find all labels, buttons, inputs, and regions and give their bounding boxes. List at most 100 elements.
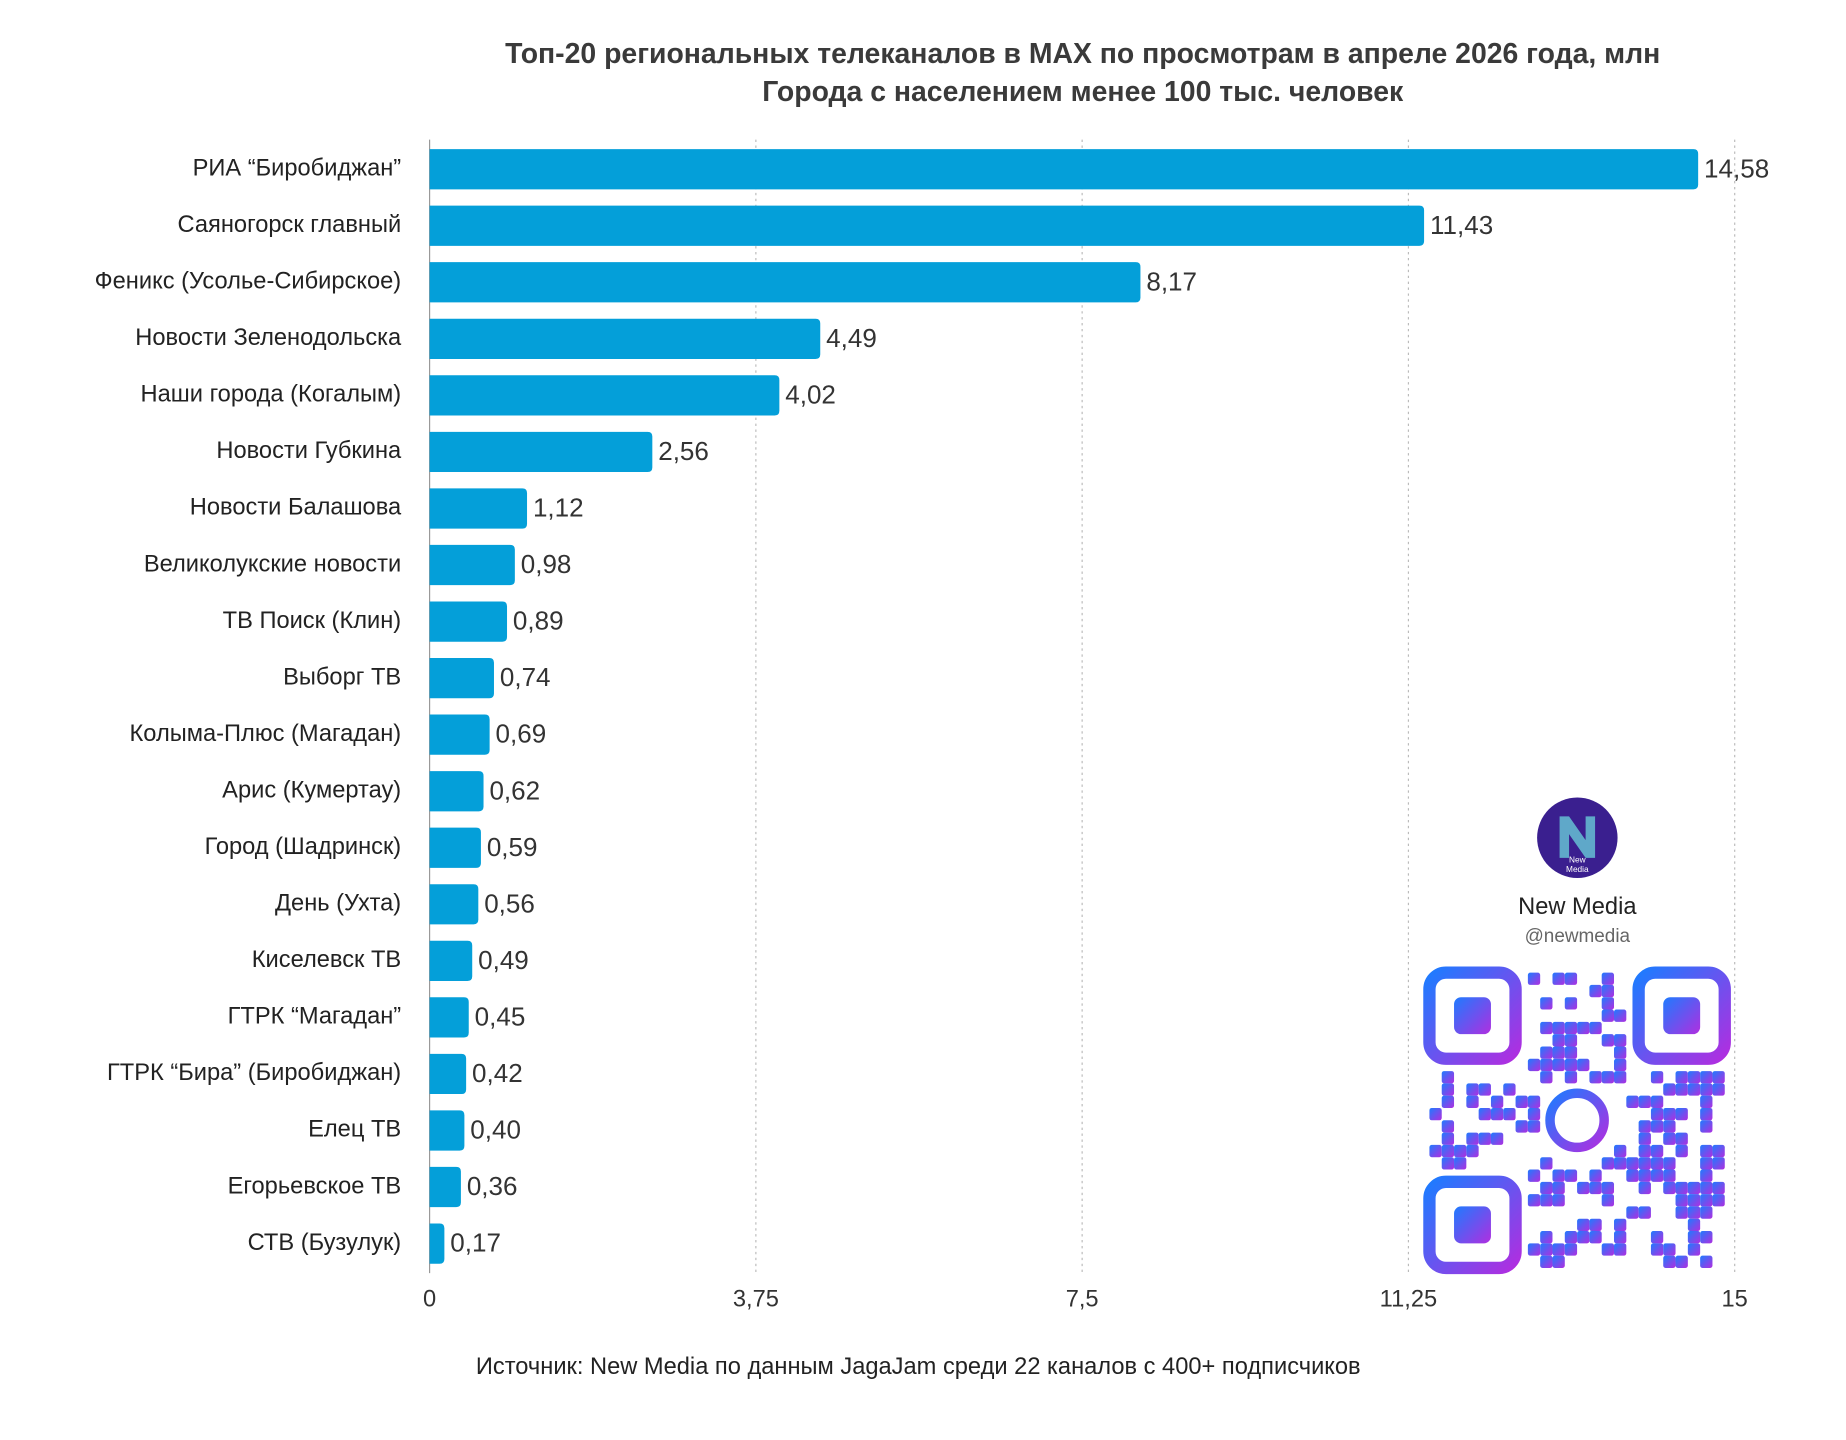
qr-module [1687,1181,1701,1195]
qr-module [1466,1144,1479,1158]
qr-module [1527,1243,1541,1256]
value-label: 0,40 [470,1115,521,1145]
qr-module [1601,1009,1615,1022]
bar [429,1223,445,1264]
value-label: 0,74 [500,662,551,692]
qr-module [1552,1034,1565,1047]
bar [429,1166,461,1208]
qr-module [1441,1083,1455,1096]
qr-module [1490,1095,1504,1108]
value-label: 0,17 [450,1228,501,1258]
qr-code [1423,966,1731,1275]
qr-module [1712,1071,1725,1084]
bar [429,827,481,868]
qr-module [1552,972,1565,985]
y-tick-label: Новости Балашова [190,495,402,521]
qr-module [1650,1120,1664,1133]
qr-module [1700,1157,1713,1170]
qr-module [1700,1095,1713,1108]
y-tick-label: Выборг ТВ [283,664,401,690]
qr-module [1675,1194,1688,1207]
qr-module [1614,1231,1627,1244]
qr-module [1675,1206,1688,1219]
qr-module [1589,1071,1602,1084]
qr-module [1675,1107,1688,1121]
qr-module [1700,1181,1713,1195]
qr-module [1650,1107,1664,1121]
qr-module [1650,1144,1664,1158]
qr-module [1700,1071,1713,1084]
qr-module [1700,1206,1713,1219]
bar [429,997,469,1038]
qr-module [1601,984,1615,998]
qr-module [1626,1157,1639,1170]
qr-module [1712,1083,1725,1096]
y-tick-label: Елец ТВ [308,1117,401,1143]
qr-module [1564,997,1578,1010]
qr-module [1638,1120,1651,1133]
qr-module [1614,1046,1627,1059]
qr-module [1527,1058,1541,1072]
bar [429,375,780,416]
qr-module [1650,1169,1664,1182]
y-tick-label: ГТРК “Бира” (Биробиджан) [107,1060,401,1086]
qr-module [1601,1243,1615,1256]
qr-module [1540,1157,1553,1170]
y-tick-label: Колыма-Плюс (Магадан) [130,721,402,747]
qr-module [1552,1255,1565,1268]
qr-module [1564,1046,1578,1059]
qr-module [1601,1034,1615,1047]
qr-module [1478,1083,1491,1096]
qr-module [1441,1095,1455,1108]
value-label: 0,59 [487,832,538,862]
y-tick-label: Арис (Кумертау) [222,777,401,803]
qr-module [1675,1071,1688,1084]
qr-module [1540,1243,1553,1256]
bar [429,884,479,925]
qr-module [1552,1021,1565,1035]
qr-module [1663,1255,1676,1268]
qr-finder [1454,997,1491,1035]
qr-module [1663,1169,1676,1182]
logo-mark [1559,816,1596,858]
value-label: 14,58 [1704,153,1769,183]
y-tick-label: РИА “Биробиджан” [193,155,402,181]
qr-module [1687,1231,1701,1244]
qr-module [1564,972,1578,985]
qr-module [1454,1157,1467,1170]
y-tick-label: Город (Шадринск) [205,834,402,860]
qr-module [1441,1071,1455,1084]
qr-module [1700,1107,1713,1121]
value-label: 8,17 [1146,266,1197,296]
logo-text: Media [1566,865,1589,874]
qr-module [1663,1132,1676,1145]
qr-module [1589,1218,1602,1232]
qr-module [1638,1157,1651,1170]
qr-module [1540,1181,1553,1195]
value-label: 0,42 [472,1058,523,1088]
qr-module [1700,1120,1713,1133]
qr-module [1540,1194,1553,1207]
value-label: 1,12 [533,493,584,523]
qr-module [1589,1021,1602,1035]
qr-module [1712,1194,1725,1207]
qr-module [1675,1255,1688,1268]
qr-module [1540,1231,1553,1244]
value-label: 0,49 [478,945,529,975]
qr-module [1441,1157,1455,1170]
bar [429,318,821,359]
qr-module [1589,1231,1602,1244]
qr-module [1503,1083,1516,1096]
qr-module [1540,997,1553,1010]
qr-module [1675,1132,1688,1145]
qr-module [1638,1132,1651,1145]
qr-module [1540,1046,1553,1059]
qr-module [1527,1169,1541,1182]
qr-module [1466,1132,1479,1145]
qr-module [1564,1034,1578,1047]
y-tick-label: Саяногорск главный [178,212,402,238]
qr-finder [1423,1175,1522,1275]
bar [429,431,653,473]
qr-module [1614,1218,1627,1232]
